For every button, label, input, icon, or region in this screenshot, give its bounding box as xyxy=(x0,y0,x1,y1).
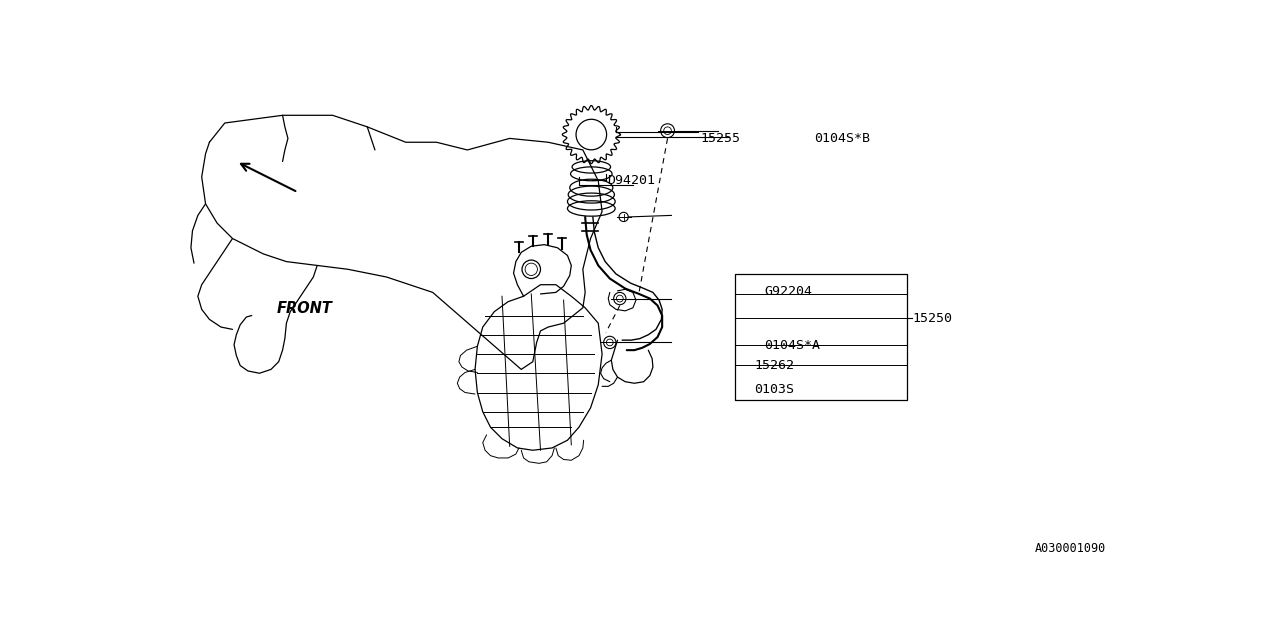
Text: 15250: 15250 xyxy=(913,312,952,324)
Text: D94201: D94201 xyxy=(607,174,655,187)
Text: 15255: 15255 xyxy=(700,132,740,145)
Text: G92204: G92204 xyxy=(764,285,813,298)
Text: 15262: 15262 xyxy=(755,358,795,372)
Text: A030001090: A030001090 xyxy=(1034,543,1106,556)
Text: FRONT: FRONT xyxy=(276,301,333,316)
Text: 0104S*A: 0104S*A xyxy=(764,339,820,352)
Text: 0103S: 0103S xyxy=(755,383,795,396)
Text: 0104S*B: 0104S*B xyxy=(814,132,869,145)
